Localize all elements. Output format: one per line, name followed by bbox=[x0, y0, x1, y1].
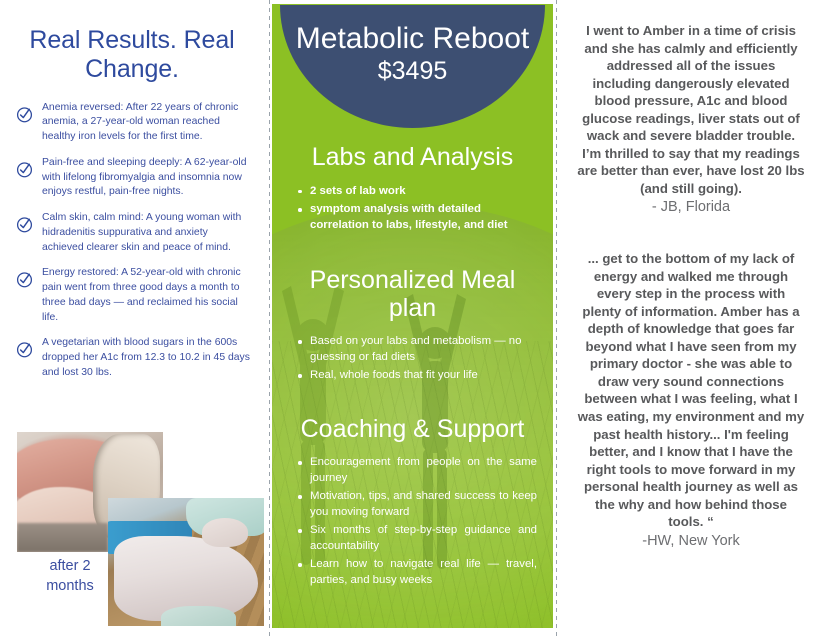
list-item-label: Anemia reversed: After 22 years of chron… bbox=[42, 101, 239, 143]
list-item-label: Energy restored: A 52-year-old with chro… bbox=[42, 267, 241, 323]
product-title: Metabolic Reboot bbox=[295, 22, 530, 55]
section-list-coaching: Encouragement from people on the same jo… bbox=[284, 455, 541, 588]
testimonial-attribution: - JB, Florida bbox=[651, 199, 731, 216]
list-item: Energy restored: A 52-year-old with chro… bbox=[16, 266, 250, 325]
list-item: Anemia reversed: After 22 years of chron… bbox=[16, 101, 250, 145]
list-item: Calm skin, calm mind: A young woman with… bbox=[16, 211, 250, 255]
divider bbox=[576, 218, 806, 250]
section-heading-meal-plan: Personalized Meal plan bbox=[309, 266, 516, 322]
fold-line-right bbox=[556, 0, 557, 639]
testimonial: ... get to the bottom of my lack of ener… bbox=[576, 250, 806, 551]
testimonial: I went to Amber in a time of crisis and … bbox=[576, 22, 806, 218]
photo-caption: after 2 months bbox=[46, 558, 94, 594]
list-item-label: Calm skin, calm mind: A young woman with… bbox=[42, 212, 242, 253]
list-item: A vegetarian with blood sugars in the 60… bbox=[16, 336, 250, 380]
check-circle-icon bbox=[16, 106, 33, 123]
list-item: Based on your labs and metabolism — no g… bbox=[296, 334, 541, 365]
list-item: 2 sets of lab work bbox=[296, 184, 541, 200]
center-panel: Metabolic Reboot $3495 Labs and Analysis… bbox=[272, 4, 553, 628]
list-item: Learn how to navigate real life — travel… bbox=[296, 557, 541, 588]
testimonial-text: ... get to the bottom of my lack of ener… bbox=[577, 251, 805, 530]
fold-line-left bbox=[269, 0, 270, 639]
list-item: Encouragement from people on the same jo… bbox=[296, 455, 541, 486]
title-dome: Metabolic Reboot $3495 bbox=[280, 5, 545, 128]
list-item-label: A vegetarian with blood sugars in the 60… bbox=[42, 337, 250, 378]
list-item: Six months of step-by-step guidance and … bbox=[296, 523, 541, 554]
right-panel: I went to Amber in a time of crisis and … bbox=[560, 0, 822, 639]
list-item: Motivation, tips, and shared success to … bbox=[296, 489, 541, 520]
section-heading-labs: Labs and Analysis bbox=[311, 143, 514, 171]
section-list-meal-plan: Based on your labs and metabolism — no g… bbox=[284, 334, 541, 384]
check-circle-icon bbox=[16, 271, 33, 288]
center-content: Labs and Analysis 2 sets of lab work sym… bbox=[272, 143, 553, 588]
page-title: Real Results. Real Change. bbox=[29, 26, 235, 84]
left-panel: Real Results. Real Change. Anemia revers… bbox=[0, 0, 264, 639]
product-price: $3495 bbox=[377, 57, 448, 86]
list-item: symptom analysis with detailed correlati… bbox=[296, 202, 541, 233]
check-circle-icon bbox=[16, 216, 33, 233]
list-item: Pain-free and sleeping deeply: A 62-year… bbox=[16, 156, 250, 200]
section-heading-coaching: Coaching & Support bbox=[300, 414, 525, 443]
check-circle-icon bbox=[16, 161, 33, 178]
before-after-photos: after 2 months bbox=[0, 420, 264, 639]
testimonial-attribution: -HW, New York bbox=[642, 532, 740, 549]
results-list: Anemia reversed: After 22 years of chron… bbox=[14, 101, 250, 381]
check-circle-icon bbox=[16, 341, 33, 358]
section-list-labs: 2 sets of lab work symptom analysis with… bbox=[284, 184, 541, 234]
list-item-label: Pain-free and sleeping deeply: A 62-year… bbox=[42, 156, 247, 198]
photo-after-foot bbox=[108, 498, 264, 626]
list-item: Real, whole foods that fit your life bbox=[296, 368, 541, 384]
testimonial-text: I went to Amber in a time of crisis and … bbox=[577, 23, 805, 196]
